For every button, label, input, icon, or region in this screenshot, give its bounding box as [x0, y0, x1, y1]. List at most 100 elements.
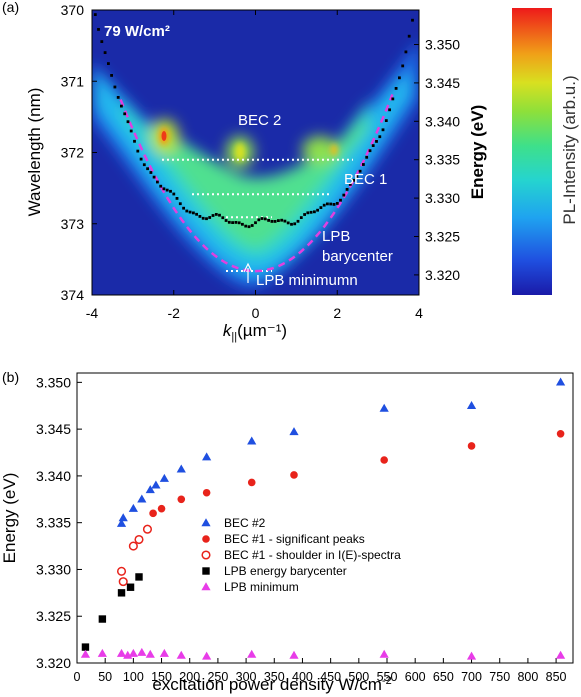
barycenter-trace-point: [319, 206, 323, 209]
barycenter-trace-point: [237, 221, 241, 225]
scatter-xtick-label: 650: [433, 670, 454, 684]
barycenter-trace-point: [234, 221, 238, 224]
legend-entry: BEC #2: [224, 516, 266, 530]
scatter-point: [142, 524, 153, 534]
scatter-ytick-label: 3.330: [36, 561, 71, 577]
barycenter-trace-point: [224, 219, 228, 222]
heatmap-ytick-left-label: 373: [61, 216, 85, 232]
barycenter-trace-point: [198, 215, 202, 218]
barycenter-trace-point: [342, 193, 346, 197]
barycenter-trace-point: [129, 129, 133, 133]
scatter-point: [97, 648, 107, 657]
legend-marker: [201, 550, 211, 560]
barycenter-trace-point: [182, 206, 185, 210]
barycenter-trace-point: [352, 178, 355, 182]
barycenter-trace-point: [103, 51, 107, 54]
scatter-point: [117, 589, 126, 597]
barycenter-trace-point: [241, 222, 244, 226]
barycenter-trace-point: [303, 213, 306, 216]
heatmap-ytick-left-label: 374: [61, 287, 85, 303]
barycenter-trace-point: [136, 149, 140, 153]
heatmap-ytick-right-label: 3.320: [425, 267, 460, 283]
legend-entry: LPB minimum: [224, 580, 299, 594]
barycenter-trace-point: [394, 87, 398, 90]
scatter-point: [151, 480, 161, 489]
heatmap-ytick-right-label: 3.330: [425, 190, 460, 206]
barycenter-trace-point: [149, 171, 153, 174]
scatter-point: [145, 485, 155, 494]
barycenter-trace-point: [146, 167, 149, 171]
barycenter-trace-point: [139, 157, 143, 161]
scatter-xtick-label: 150: [151, 670, 172, 684]
scatter-xtick-label: 700: [461, 670, 482, 684]
barycenter-trace-point: [110, 74, 113, 77]
scatter-ylabel: Energy (eV): [0, 473, 19, 564]
scatter-point: [128, 541, 138, 551]
scatter-ytick-label: 3.350: [36, 374, 71, 390]
scatter-point: [149, 509, 157, 518]
barycenter-trace-point: [113, 85, 117, 89]
scatter-xtick-label: 300: [236, 670, 257, 684]
colorbar: [512, 8, 552, 295]
barycenter-trace-point: [358, 169, 362, 173]
scatter-xtick-label: 0: [74, 670, 81, 684]
scatter-xtick-label: 350: [264, 670, 285, 684]
scatter-point: [135, 573, 143, 581]
scatter-point: [247, 478, 256, 487]
heatmap-xtick-label: -4: [86, 305, 99, 321]
scatter-xtick-label: 750: [489, 670, 510, 684]
barycenter-trace-point: [172, 192, 176, 196]
scatter-point: [556, 650, 566, 659]
barycenter-trace-point: [211, 214, 215, 217]
barycenter-trace-point: [280, 218, 284, 222]
heatmap-ytick-right-label: 3.335: [425, 152, 460, 168]
barycenter-trace-point: [195, 212, 198, 216]
barycenter-trace-point: [214, 213, 218, 216]
barycenter-trace-point: [227, 220, 231, 224]
barycenter-trace-point: [283, 219, 287, 223]
bec2-label: BEC 2: [238, 112, 281, 129]
scatter-point: [247, 649, 257, 658]
heatmap-xlabel: k||(µm⁻¹): [223, 321, 287, 343]
scatter-point: [116, 648, 127, 657]
scatter-xtick-label: 600: [405, 670, 426, 684]
barycenter-trace-point: [250, 224, 254, 227]
scatter-ytick-label: 3.325: [36, 608, 71, 624]
scatter-xtick-label: 500: [348, 670, 369, 684]
scatter-xtick-label: 250: [207, 670, 228, 684]
barycenter-trace-point: [221, 216, 225, 220]
scatter-point: [128, 648, 138, 657]
barycenter-trace-point: [257, 218, 261, 222]
barycenter-trace-point: [208, 216, 212, 219]
lpb-minimum-label: LPB minimumn: [256, 272, 358, 289]
scatter-ytick-label: 3.345: [36, 421, 71, 437]
barycenter-trace-point: [188, 210, 192, 214]
barycenter-trace-point: [273, 220, 277, 223]
barycenter-trace-point: [178, 202, 182, 206]
barycenter-trace-point: [339, 198, 342, 202]
scatter-frame: [76, 372, 574, 664]
barycenter-trace-point: [254, 221, 257, 225]
heatmap-title: 79 W/cm²: [104, 23, 170, 40]
heatmap-ytick-right-label: 3.345: [425, 75, 460, 91]
scatter-point: [159, 473, 169, 482]
barycenter-trace-point: [414, 4, 417, 7]
barycenter-trace-point: [332, 203, 336, 206]
scatter-point: [289, 427, 299, 436]
barycenter-trace-point: [260, 217, 264, 220]
scatter-point: [128, 503, 138, 512]
barycenter-trace-point: [306, 211, 310, 215]
panel-label-b: (b): [2, 369, 19, 385]
scatter-point: [177, 495, 186, 504]
heatmap-ytick-left-label: 371: [61, 73, 85, 89]
barycenter-trace-point: [388, 108, 391, 112]
scatter-ytick-label: 3.340: [36, 468, 71, 484]
scatter-axes: 0 50 100 150 200 250 300 350 400 450 500 550 600 650 7…: [36, 374, 567, 684]
scatter-point: [202, 452, 212, 461]
heatmap-xtick-label: -2: [168, 305, 181, 321]
legend-entry: LPB energy barycenter: [224, 564, 347, 578]
barycenter-trace-point: [316, 208, 319, 212]
heatmap-xtick-label: 0: [252, 305, 260, 321]
barycenter-trace-point: [270, 220, 274, 223]
